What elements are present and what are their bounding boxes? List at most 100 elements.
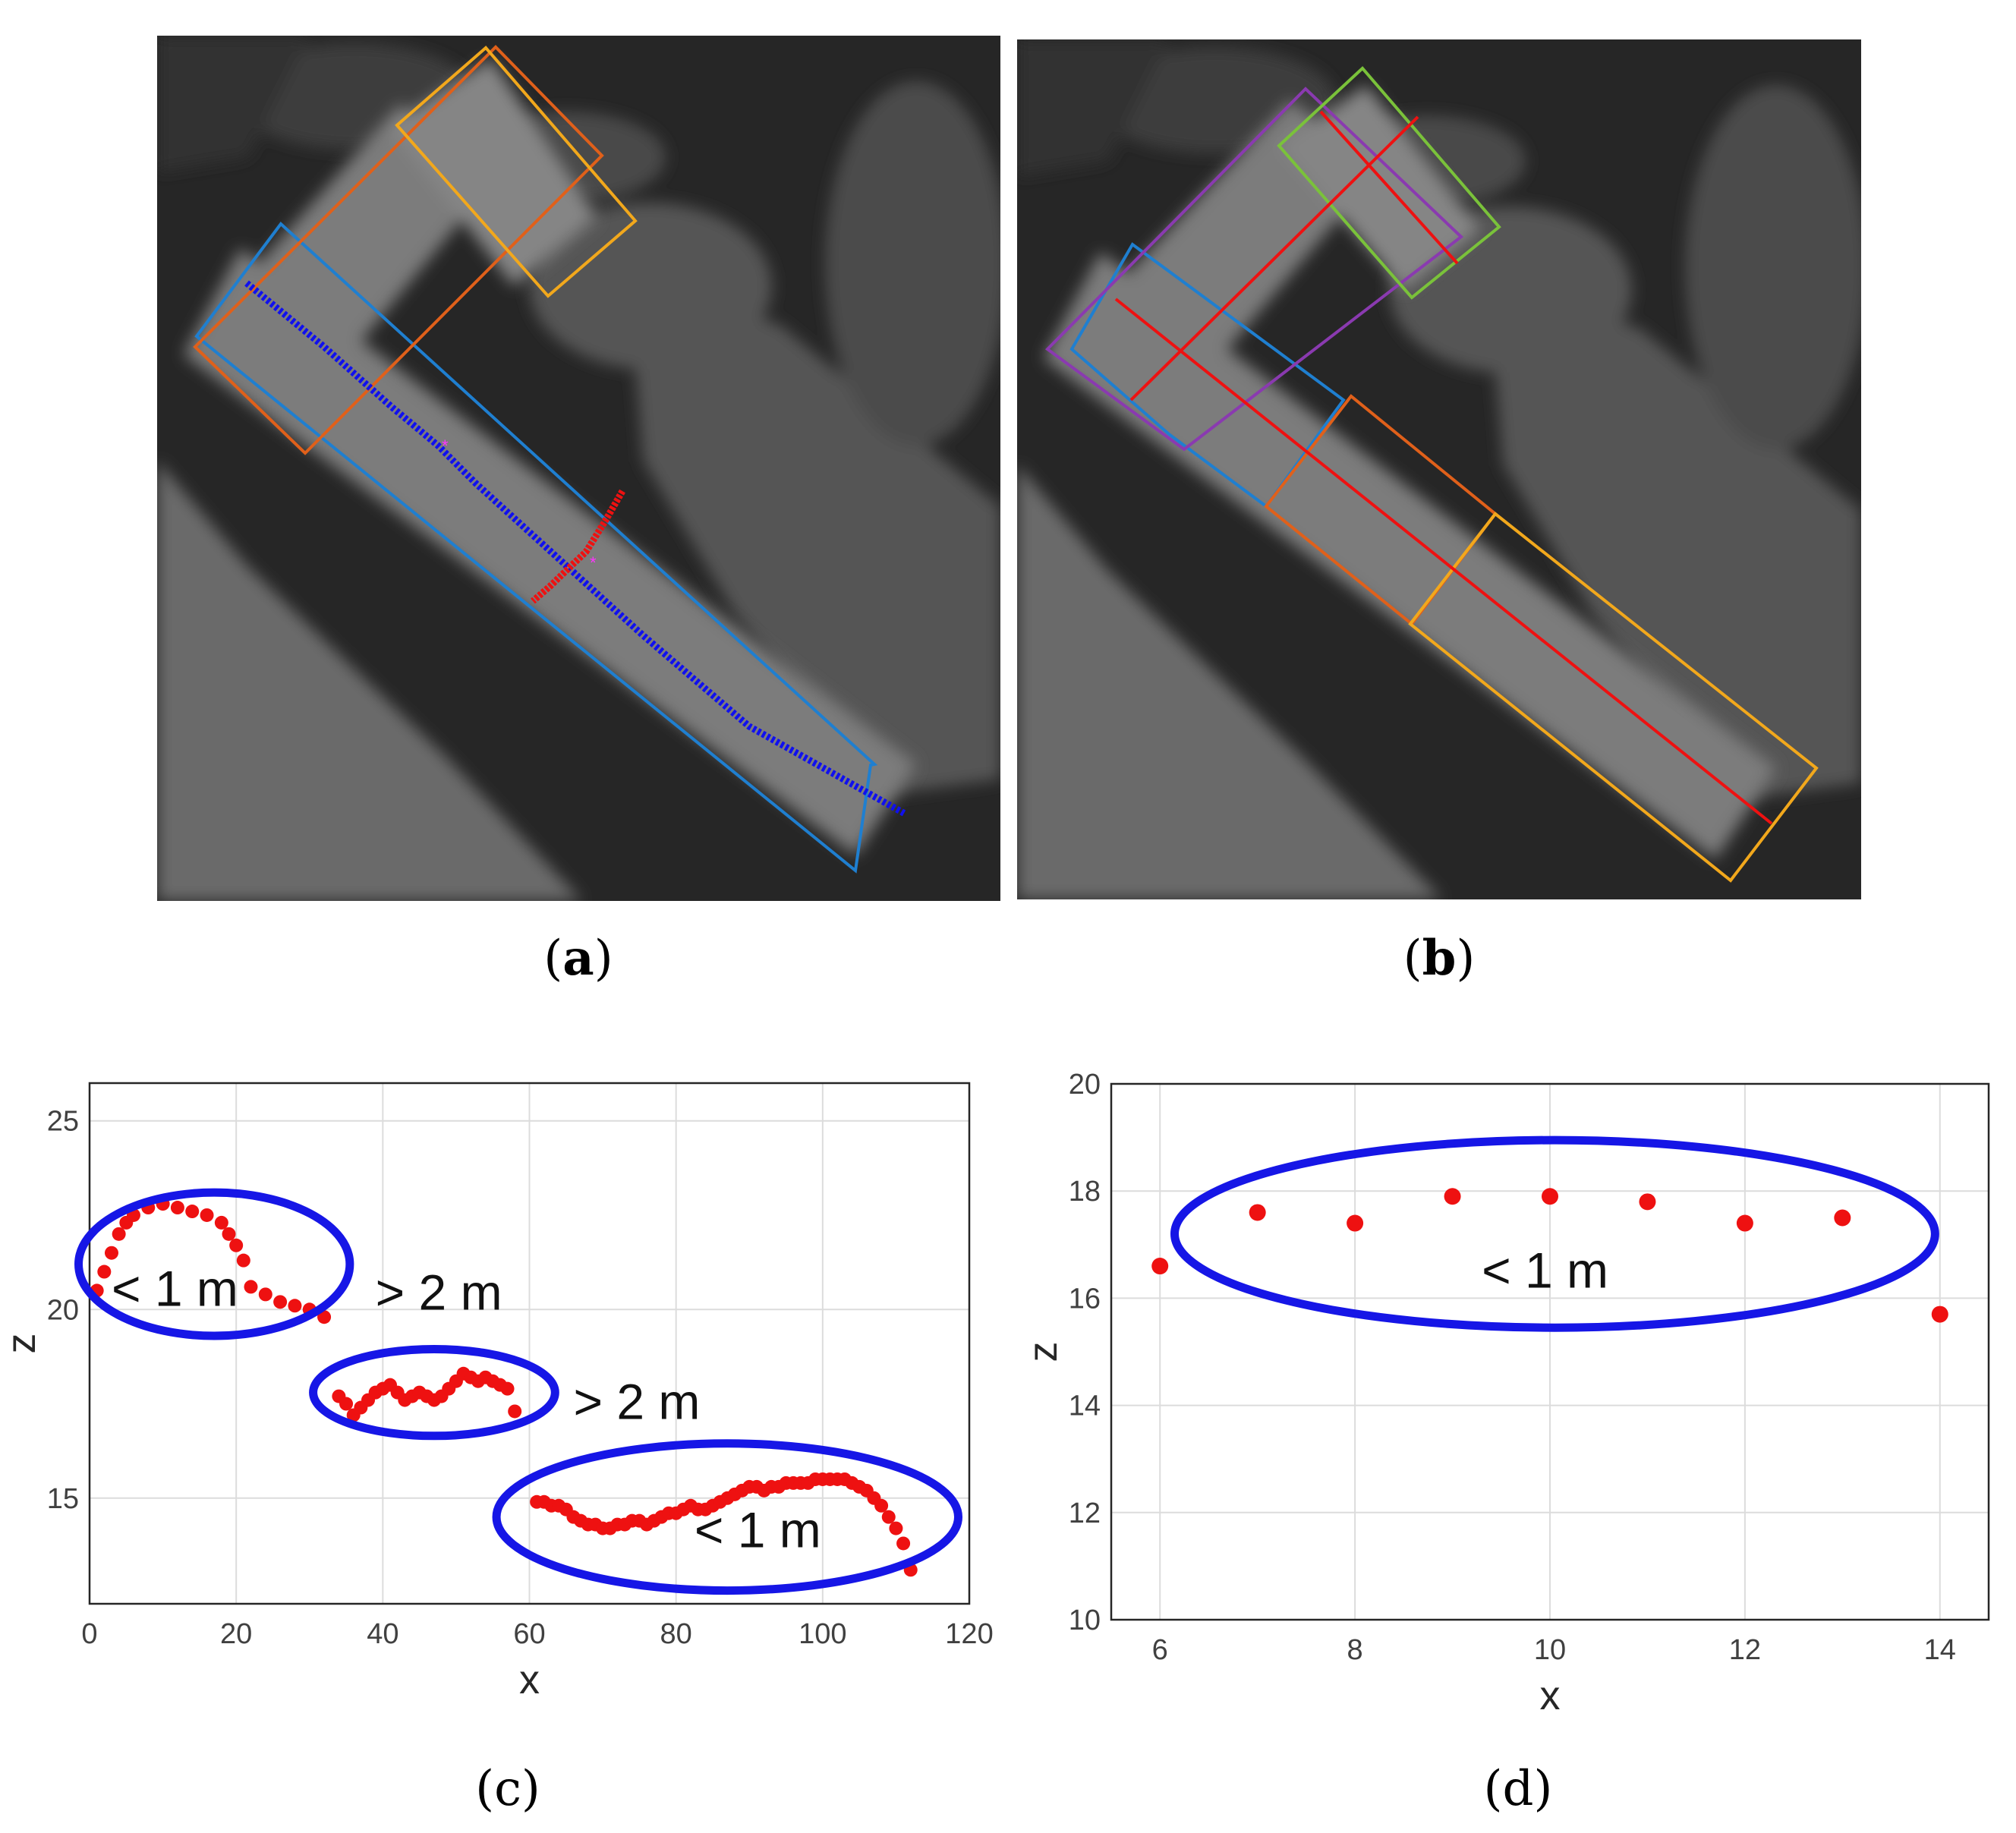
data-point xyxy=(881,1510,896,1524)
panel-d-chart: 6 8 10 12 14 10 12 14 16 18 20 x z < 1 m xyxy=(1017,1047,2016,1731)
caption-c-open: ( xyxy=(475,1761,495,1817)
caption-a-close: ) xyxy=(594,931,613,987)
cluster-ellipse xyxy=(492,1439,963,1595)
caption-a-letter: a xyxy=(562,930,594,987)
distance-annotation: < 1 m xyxy=(112,1260,238,1316)
cross-profile-line xyxy=(531,489,625,604)
caption-c-letter: c xyxy=(494,1761,521,1817)
data-point xyxy=(1151,1258,1169,1275)
panel-c-chart: 0 20 40 60 80 100 120 15 20 25 x z < 1 m > 2 m > 2 m < … xyxy=(0,1047,1017,1731)
panel-b-image xyxy=(1017,39,1867,899)
y-tick-label: 25 xyxy=(47,1106,79,1138)
distance-annotation: > 2 m xyxy=(376,1264,502,1320)
y-axis-label: z xyxy=(0,1334,44,1354)
data-point xyxy=(1736,1214,1753,1232)
caption-d-open: ( xyxy=(1483,1761,1503,1817)
data-point xyxy=(317,1310,332,1324)
x-tick-label: 6 xyxy=(1152,1634,1168,1666)
purple-segment-box xyxy=(1044,87,1464,452)
panel-a-image: * * xyxy=(157,36,1007,901)
x-tick-label: 12 xyxy=(1729,1634,1761,1666)
data-point xyxy=(1542,1188,1558,1205)
y-tick-label: 20 xyxy=(1069,1069,1101,1101)
yellow-bounding-box xyxy=(395,46,638,298)
y-tick-label: 14 xyxy=(1069,1390,1101,1422)
data-point xyxy=(896,1536,911,1551)
caption-d-letter: d xyxy=(1502,1761,1534,1817)
distance-annotation: < 1 m xyxy=(695,1501,821,1557)
data-point xyxy=(508,1404,522,1419)
x-tick-label: 20 xyxy=(220,1618,252,1650)
y-axis-label: z xyxy=(1020,1342,1066,1362)
y-tick-label: 15 xyxy=(47,1483,79,1515)
y-tick-label: 18 xyxy=(1069,1176,1101,1208)
x-tick-label: 120 xyxy=(945,1618,993,1650)
x-tick-label: 100 xyxy=(799,1618,846,1650)
chart-c-svg: 0 20 40 60 80 100 120 15 20 25 x z < 1 m > 2 m > 2 m < … xyxy=(0,1082,994,1702)
blue-bounding-box xyxy=(194,222,878,874)
caption-b-letter: b xyxy=(1422,930,1457,987)
data-point xyxy=(214,1215,228,1230)
data-point xyxy=(104,1246,118,1260)
orange-bounding-box xyxy=(193,45,604,455)
data-point xyxy=(222,1227,236,1241)
y-tick-label: 12 xyxy=(1069,1498,1101,1529)
data-point xyxy=(1347,1214,1364,1232)
data-point xyxy=(874,1498,889,1513)
data-point xyxy=(258,1287,272,1302)
data-point xyxy=(1444,1188,1461,1205)
data-point xyxy=(273,1295,288,1309)
data-point xyxy=(288,1299,302,1313)
plot-frame xyxy=(1110,1082,1990,1621)
y-tick-label: 10 xyxy=(1069,1605,1101,1636)
data-point xyxy=(889,1521,903,1535)
cluster-ellipse xyxy=(74,1188,354,1340)
chart-d-svg: 6 8 10 12 14 10 12 14 16 18 20 x z < 1 m xyxy=(1020,1069,1990,1718)
caption-a: (a) xyxy=(427,930,730,987)
panel-b-svg xyxy=(1017,39,1867,899)
caption-d-close: ) xyxy=(1533,1761,1553,1817)
panel-a-svg: * * xyxy=(157,36,1007,901)
data-point xyxy=(236,1253,250,1268)
x-tick-label: 80 xyxy=(660,1618,692,1650)
caption-b-open: ( xyxy=(1403,931,1422,987)
data-point xyxy=(1249,1204,1266,1221)
x-axis-label: x xyxy=(519,1657,540,1702)
red-centerline-wing xyxy=(1319,110,1459,265)
y-tick-label: 16 xyxy=(1069,1283,1101,1315)
data-point xyxy=(170,1201,184,1215)
x-tick-label: 10 xyxy=(1534,1634,1566,1666)
data-point xyxy=(1834,1209,1851,1227)
x-tick-label: 60 xyxy=(513,1618,545,1650)
data-point xyxy=(244,1280,258,1294)
data-point xyxy=(1931,1305,1948,1323)
data-point xyxy=(200,1208,214,1222)
green-segment-box xyxy=(1277,66,1501,300)
caption-b-close: ) xyxy=(1456,931,1476,987)
data-point xyxy=(229,1238,244,1252)
background-buildings xyxy=(1017,39,1867,899)
distance-annotation: < 1 m xyxy=(1482,1242,1608,1298)
data-point xyxy=(185,1205,200,1219)
data-point xyxy=(1639,1193,1656,1211)
magenta-marker-1: * xyxy=(442,436,449,455)
data-point xyxy=(97,1265,112,1279)
cluster-ellipse xyxy=(309,1344,559,1441)
x-tick-label: 8 xyxy=(1347,1634,1363,1666)
y-tick-label: 20 xyxy=(47,1294,79,1326)
x-tick-label: 40 xyxy=(367,1618,398,1650)
data-point xyxy=(339,1397,354,1411)
data-point xyxy=(112,1227,126,1241)
caption-c-close: ) xyxy=(521,1761,540,1817)
x-axis-label: x xyxy=(1540,1673,1561,1718)
caption-c: (c) xyxy=(356,1761,660,1817)
x-tick-label: 14 xyxy=(1924,1634,1956,1666)
x-tick-label: 0 xyxy=(81,1618,97,1650)
yellow-segment-box xyxy=(1408,512,1819,883)
caption-a-open: ( xyxy=(543,931,563,987)
blue-segment-box xyxy=(1069,242,1346,509)
caption-b: (b) xyxy=(1287,930,1591,987)
red-centerline-cross xyxy=(1129,115,1419,402)
red-centerline-main xyxy=(1114,298,1773,825)
main-building xyxy=(1044,85,1776,859)
